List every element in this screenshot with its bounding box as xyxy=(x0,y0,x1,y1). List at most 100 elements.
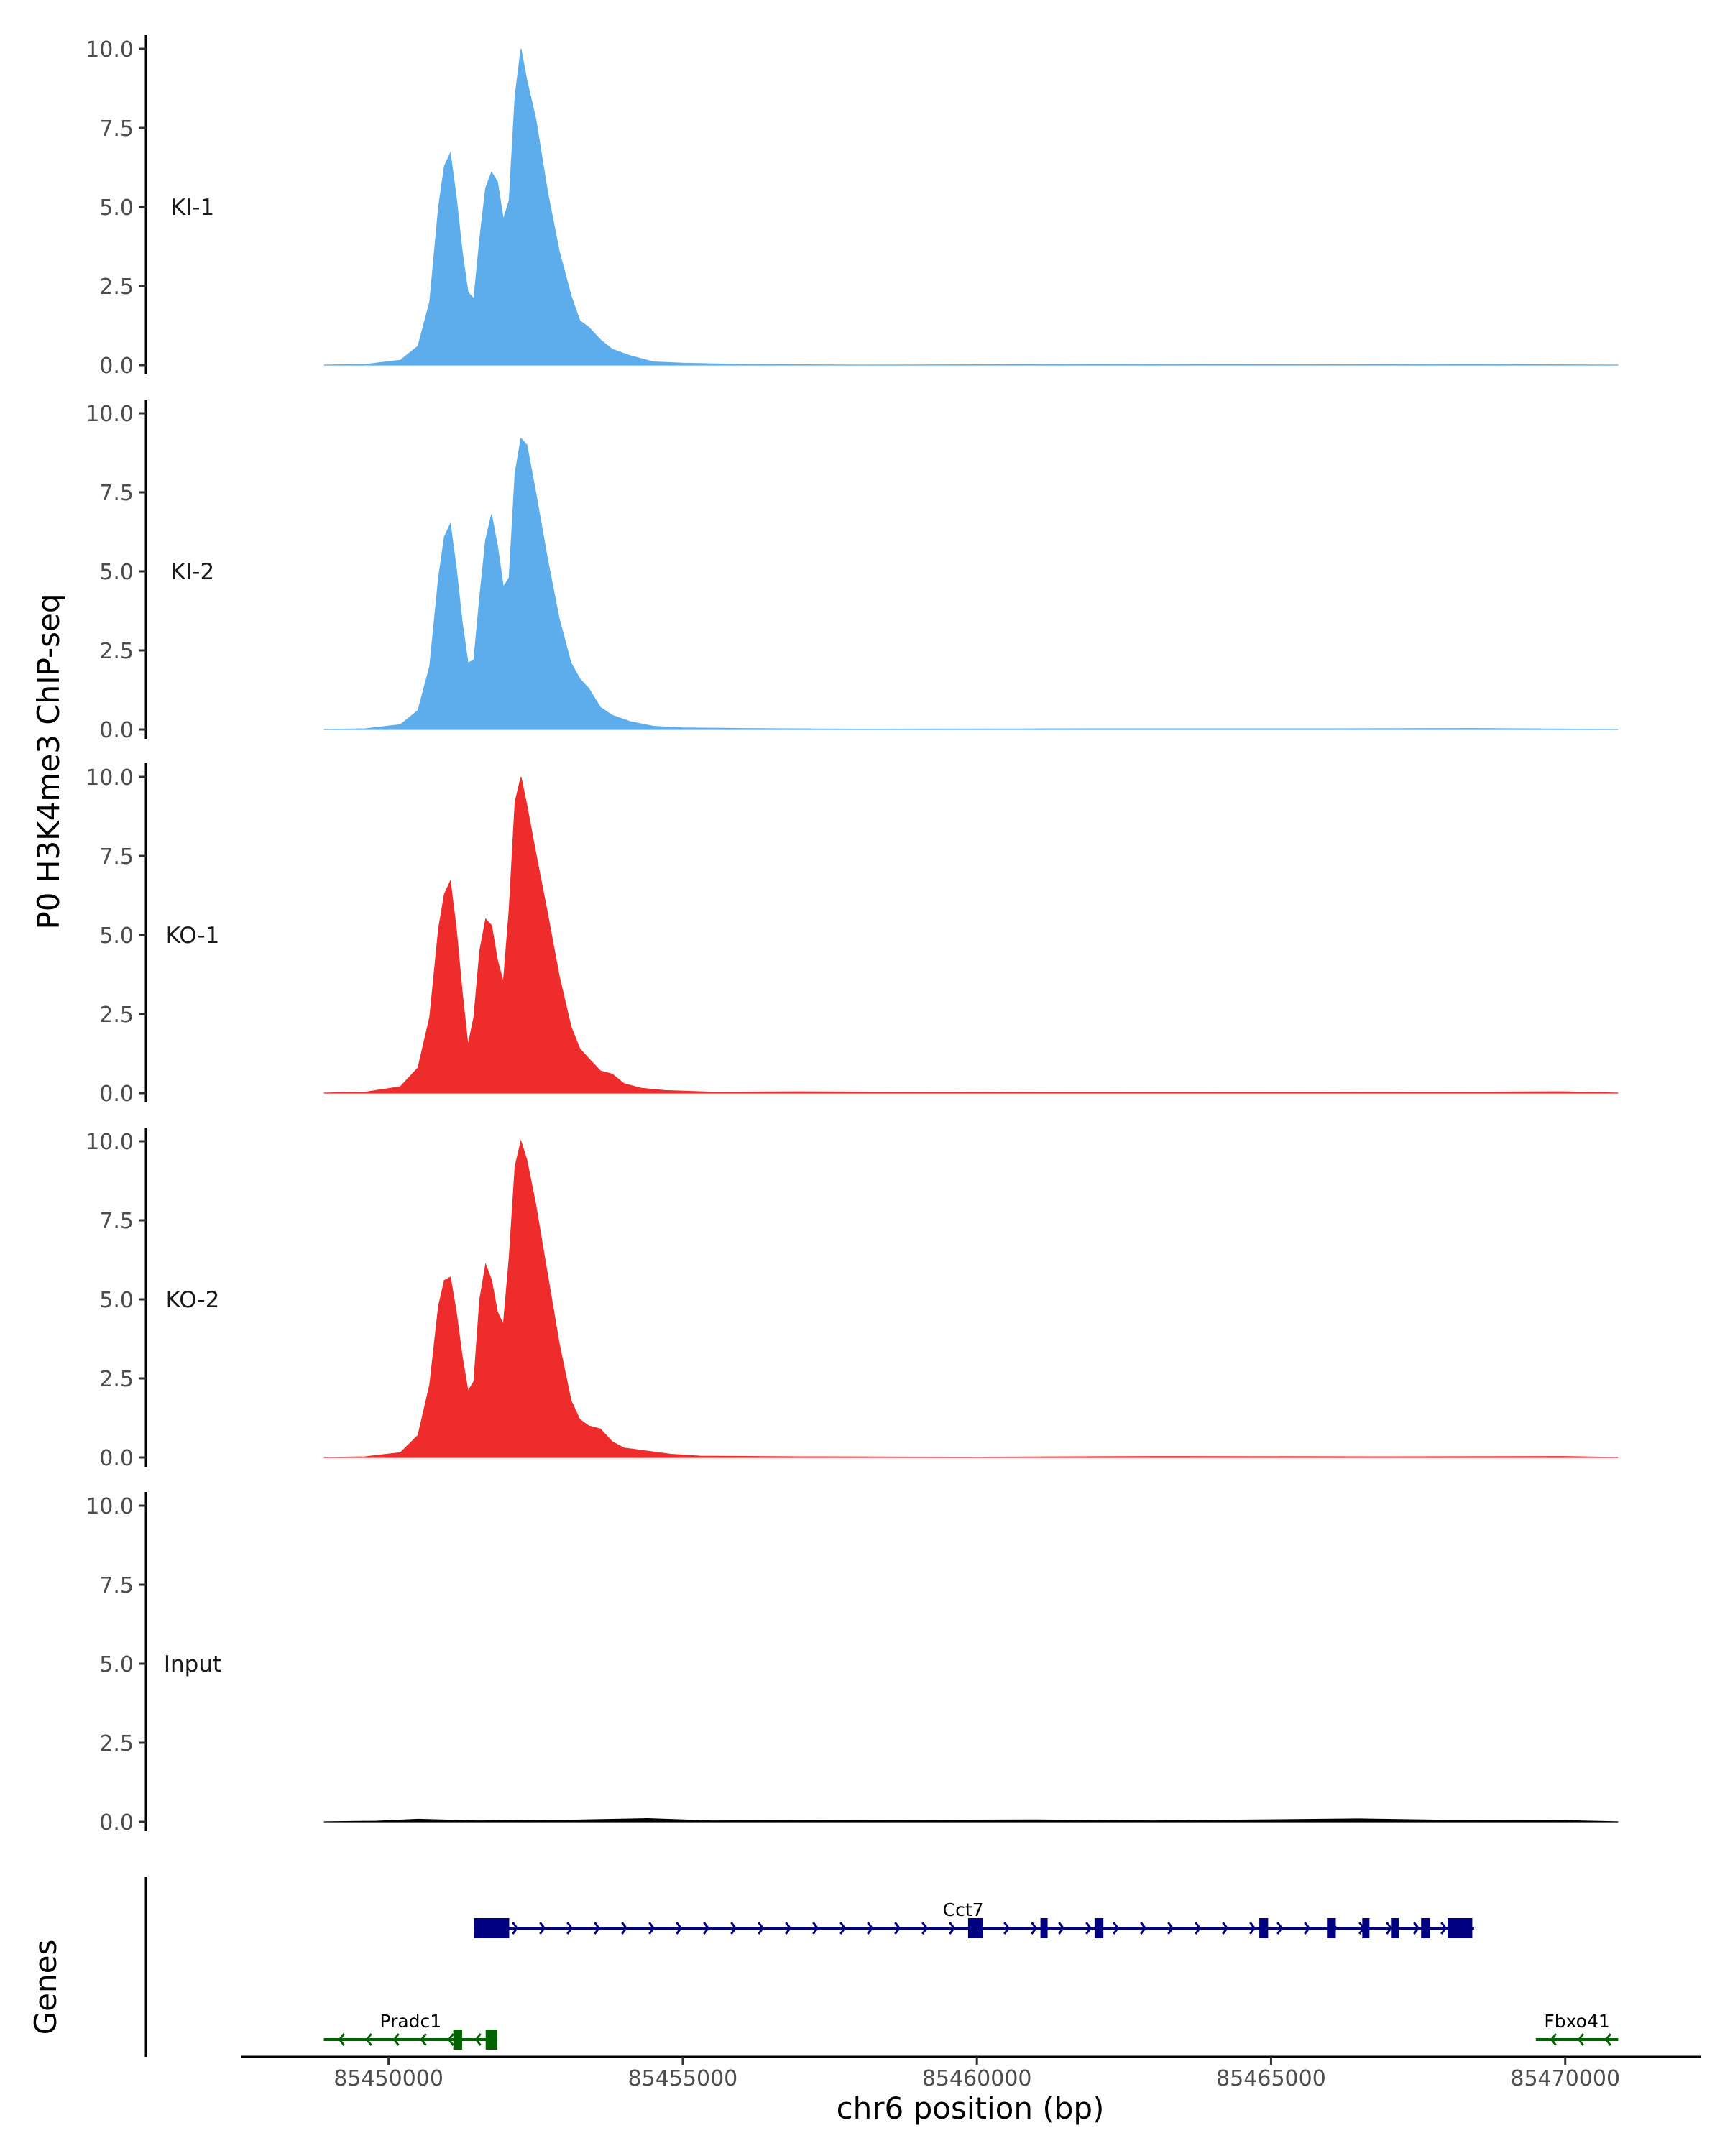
y-tick-label: 2.5 xyxy=(99,1367,134,1392)
track-label: KI-1 xyxy=(171,195,214,221)
genes-track-title: Genes xyxy=(28,1940,63,2035)
gene-label: Fbxo41 xyxy=(1544,2011,1609,2032)
y-tick-label: 5.0 xyxy=(99,560,134,585)
gene-label: Pradc1 xyxy=(380,2011,441,2032)
track-ko-2: 0.0 2.5 5.0 7.5 10.0 KO-2 xyxy=(86,1128,1619,1471)
track-signal-area xyxy=(323,1818,1619,1823)
gene-exon xyxy=(485,2030,498,2050)
track-ko-1: 0.0 2.5 5.0 7.5 10.0 KO-1 xyxy=(86,763,1619,1107)
strand-arrow xyxy=(1604,2033,1612,2046)
strand-arrow xyxy=(1222,1922,1229,1935)
x-tick-label: 85460000 xyxy=(922,2066,1032,2091)
y-tick-label: 7.5 xyxy=(99,116,134,142)
track-signal-area xyxy=(323,776,1619,1094)
y-tick-label: 2.5 xyxy=(99,1731,134,1756)
y-tick-label: 7.5 xyxy=(99,1209,134,1234)
gene-exon xyxy=(474,1918,510,1938)
strand-arrow xyxy=(1276,1922,1284,1935)
y-tick-label: 2.5 xyxy=(99,639,134,664)
strand-arrow xyxy=(703,1922,710,1935)
track-ki-2: 0.0 2.5 5.0 7.5 10.0 KI-2 xyxy=(86,400,1619,743)
strand-arrow xyxy=(566,1922,574,1935)
y-tick-label: 0.0 xyxy=(99,1446,134,1471)
y-tick-label: 5.0 xyxy=(99,195,134,221)
strand-arrow xyxy=(1113,1922,1120,1935)
gene-exon xyxy=(1392,1918,1399,1938)
y-tick-label: 10.0 xyxy=(86,1130,134,1155)
x-tick-label: 85470000 xyxy=(1510,2066,1620,2091)
strand-arrow xyxy=(365,2033,372,2046)
strand-arrow xyxy=(594,1922,601,1935)
strand-arrow xyxy=(1304,1922,1311,1935)
y-tick-label: 7.5 xyxy=(99,481,134,506)
gene-exon xyxy=(1259,1918,1269,1938)
gene-pradc1: Pradc1 xyxy=(323,2011,498,2050)
strand-arrow xyxy=(474,2033,482,2046)
strand-arrow xyxy=(1440,1922,1448,1935)
genes-track: Cct7 Pradc1 Fbxo41 xyxy=(144,1877,1619,2057)
strand-arrow xyxy=(949,1922,956,1935)
track-signal-area xyxy=(323,437,1619,730)
strand-arrow xyxy=(1085,1922,1092,1935)
y-tick-label: 2.5 xyxy=(99,1003,134,1028)
strand-arrow xyxy=(1550,2033,1558,2046)
strand-arrow xyxy=(1413,1922,1420,1935)
gene-fbxo41: Fbxo41 xyxy=(1535,2011,1619,2046)
gene-exon xyxy=(1040,1918,1048,1938)
strand-arrow xyxy=(1140,1922,1147,1935)
strand-arrow xyxy=(921,1922,929,1935)
y-tick-label: 10.0 xyxy=(86,765,134,791)
y-tick-label: 0.0 xyxy=(99,354,134,379)
y-tick-label: 0.0 xyxy=(99,1810,134,1835)
strand-arrow xyxy=(648,1922,656,1935)
strand-arrow xyxy=(1167,1922,1174,1935)
strand-arrow xyxy=(1058,1922,1065,1935)
track-signal-area xyxy=(323,1139,1619,1458)
x-axis: 85450000 85455000 85460000 85465000 85470000 xyxy=(242,2055,1701,2091)
gene-exon xyxy=(1327,1918,1336,1938)
signal-tracks: 0.0 2.5 5.0 7.5 10.0 KI-1 0.0 2.5 5.0 7.5 10.0 KI-2… xyxy=(86,35,1619,1835)
track-label: Input xyxy=(164,1651,221,1677)
strand-arrow xyxy=(447,2033,454,2046)
strand-arrow xyxy=(539,1922,546,1935)
y-tick-label: 0.0 xyxy=(99,1082,134,1107)
strand-arrow xyxy=(840,1922,847,1935)
gene-exon xyxy=(1094,1918,1104,1938)
y-tick-label: 5.0 xyxy=(99,923,134,949)
track-label: KO-2 xyxy=(166,1287,220,1313)
y-tick-label: 7.5 xyxy=(99,1573,134,1598)
strand-arrow xyxy=(1003,1922,1011,1935)
gene-exon xyxy=(1448,1918,1473,1938)
strand-arrow xyxy=(894,1922,901,1935)
strand-arrow xyxy=(730,1922,737,1935)
y-tick-label: 5.0 xyxy=(99,1652,134,1677)
gene-cct7: Cct7 xyxy=(474,1899,1474,1938)
track-ki-1: 0.0 2.5 5.0 7.5 10.0 KI-1 xyxy=(86,35,1619,379)
y-tick-label: 10.0 xyxy=(86,402,134,427)
strand-arrow xyxy=(758,1922,765,1935)
gene-exon xyxy=(1362,1918,1370,1938)
x-tick-label: 85455000 xyxy=(628,2066,738,2091)
y-tick-label: 5.0 xyxy=(99,1288,134,1313)
y-tick-label: 7.5 xyxy=(99,844,134,870)
track-signal-area xyxy=(323,48,1619,366)
strand-arrow xyxy=(867,1922,874,1935)
strand-arrow xyxy=(785,1922,792,1935)
strand-arrow xyxy=(512,1922,519,1935)
y-tick-label: 10.0 xyxy=(86,37,134,63)
track-label: KI-2 xyxy=(171,559,214,585)
strand-arrow xyxy=(338,2033,345,2046)
x-tick-label: 85465000 xyxy=(1216,2066,1326,2091)
strand-arrow xyxy=(1386,1922,1393,1935)
track-label: KO-1 xyxy=(166,923,220,949)
y-tick-label: 2.5 xyxy=(99,275,134,300)
strand-arrow xyxy=(420,2033,427,2046)
gene-exon xyxy=(967,1918,978,1938)
strand-arrow xyxy=(1577,2033,1585,2046)
strand-arrow xyxy=(676,1922,683,1935)
x-tick-label: 85450000 xyxy=(334,2066,443,2091)
strand-arrow xyxy=(1249,1922,1256,1935)
gene-exon xyxy=(453,2030,462,2050)
gene-label: Cct7 xyxy=(943,1899,984,1920)
